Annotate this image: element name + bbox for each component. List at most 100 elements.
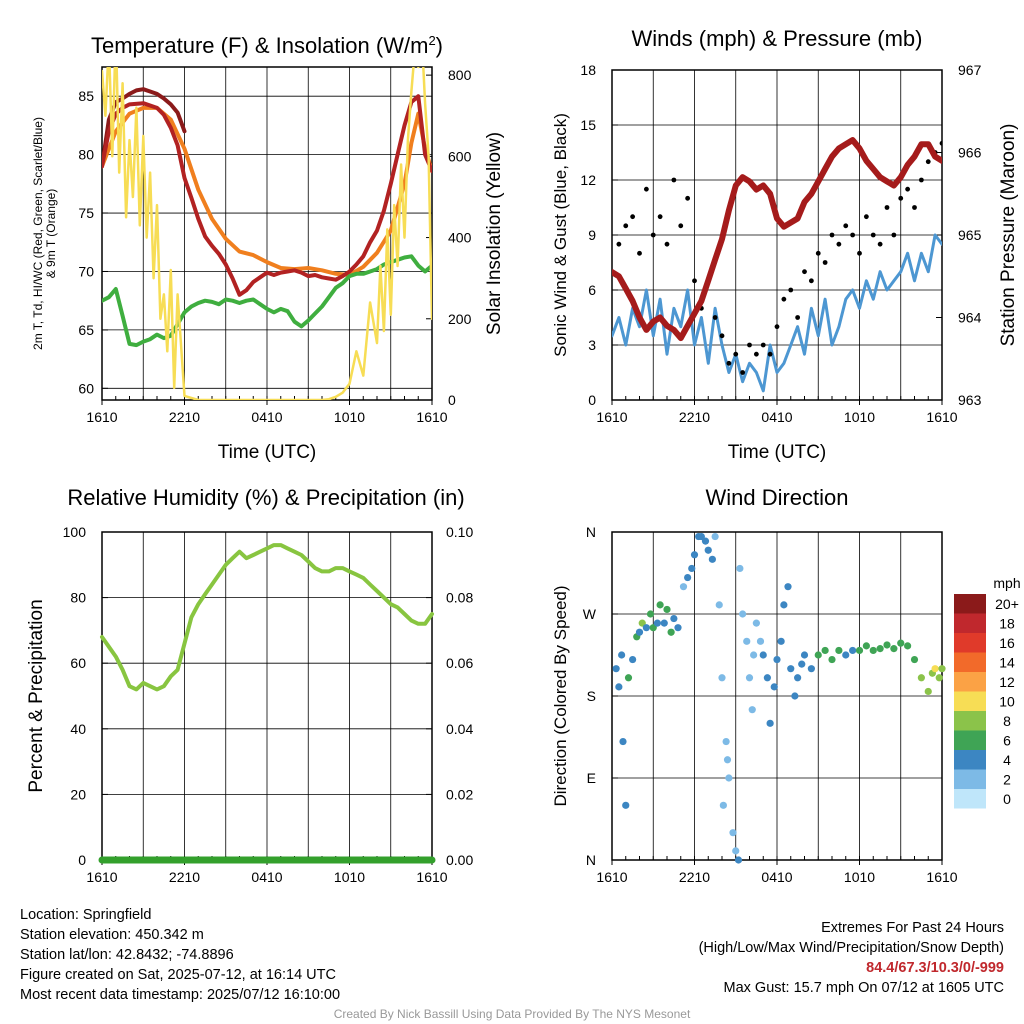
direction-point — [649, 624, 657, 632]
gust-point — [767, 351, 773, 357]
direction-point — [719, 801, 727, 809]
direction-point — [656, 601, 664, 609]
series-insolation — [102, 67, 432, 400]
direction-point — [622, 801, 630, 809]
gust-point — [678, 223, 684, 229]
latlon-text: Station lat/lon: 42.8432; -74.8896 — [20, 947, 234, 963]
y-tick-label: 80 — [70, 590, 86, 606]
y-axis-label: 2m T, Td, HI/WC (Red, Green, Scarlet/Blu… — [31, 117, 58, 350]
direction-point — [635, 628, 644, 636]
direction-point — [638, 619, 646, 627]
y2-tick-label: 200 — [448, 311, 472, 327]
gust-point — [788, 287, 794, 293]
gust-point — [884, 205, 890, 210]
direction-point — [917, 674, 925, 682]
chart-title: Wind Direction — [705, 485, 848, 510]
direction-point — [729, 829, 737, 837]
direction-point — [890, 645, 898, 653]
y2-axis-label: Solar Insolation (Yellow) — [484, 132, 505, 335]
gust-point — [905, 186, 911, 192]
temp-panel: 1610 2210 0410 1010 1610 Temperature (F) & In… — [31, 33, 505, 463]
colorbar-swatch — [954, 730, 986, 750]
x-tick-label: 1610 — [926, 409, 957, 425]
series-pressure — [612, 137, 942, 342]
direction-point — [732, 847, 740, 855]
station-info: Location: Springfield Station elevation:… — [20, 905, 340, 1005]
rh-series — [98, 543, 436, 864]
y-axis-label: Percent & Precipitation — [26, 599, 47, 792]
y-axis-label: Sonic Wind & Gust (Blue, Black) — [551, 113, 570, 357]
x-tick-label: 0410 — [761, 869, 792, 885]
gust-point — [802, 269, 807, 275]
gust-point — [740, 370, 746, 375]
y-axis-label-text: Sonic Wind & Gust (Blue, Black) — [551, 113, 570, 357]
x-tick-label: 0410 — [761, 409, 792, 425]
direction-point — [619, 737, 627, 746]
direction-point — [646, 610, 655, 618]
gust-point — [623, 223, 629, 229]
winds-series — [612, 137, 942, 393]
direction-point — [660, 619, 668, 627]
direction-point — [688, 564, 696, 573]
gust-point — [939, 140, 942, 146]
y-axis-label-line1: 2m T, Td, HI/WC (Red, Green, Scarlet/Blu… — [31, 117, 45, 350]
direction-point — [745, 674, 754, 682]
colorbar-label: 10 — [999, 694, 1015, 710]
x-tick-label: 1610 — [416, 409, 447, 425]
direction-point — [697, 532, 705, 541]
gust-point — [643, 186, 649, 192]
direction-point — [828, 655, 836, 664]
y-tick-label: 60 — [78, 380, 94, 396]
y2-tick-label: 800 — [448, 67, 472, 83]
gust-point — [870, 232, 876, 238]
title-close: ) — [436, 33, 443, 58]
direction-point — [849, 646, 857, 655]
gust-point — [857, 250, 862, 256]
y2-tick-label: 965 — [958, 227, 982, 243]
direction-point — [734, 856, 743, 864]
y-tick-label: 70 — [78, 263, 94, 279]
direction-point — [736, 564, 744, 573]
gust-point — [877, 241, 883, 247]
direction-point — [798, 660, 806, 668]
x-tick-label: 1610 — [926, 869, 957, 885]
y2-tick-label: 0.10 — [446, 524, 473, 540]
y-tick-label: 85 — [78, 88, 94, 104]
x-tick-label: 2210 — [169, 869, 200, 885]
y-tick-label: 40 — [70, 721, 86, 737]
direction-point — [684, 573, 692, 582]
y-axis-label-text: Direction (Colored By Speed) — [551, 585, 570, 806]
rh-panel: 1610 2210 0410 1010 1610 Relative Humidity (%… — [26, 485, 473, 885]
y-tick-label: S — [587, 688, 596, 704]
direction-point — [784, 583, 792, 591]
direction-point — [670, 614, 678, 623]
y2-tick-label: 966 — [958, 145, 982, 161]
direction-point — [777, 637, 785, 645]
direction-point — [711, 532, 719, 541]
direction-point — [883, 641, 891, 649]
direction-point — [612, 665, 620, 673]
recent-data-text: Most recent data timestamp: 2025/07/12 1… — [20, 987, 341, 1003]
x-tick-label: 2210 — [679, 409, 710, 425]
x-tick-label: 2210 — [169, 409, 200, 425]
chart-title: Temperature (F) & Insolation (W/m2) — [91, 33, 443, 58]
direction-point — [743, 637, 751, 645]
direction-point — [674, 624, 682, 632]
gust-point — [891, 232, 897, 238]
direction-point — [935, 674, 943, 682]
gust-point — [671, 177, 677, 183]
y2-tick-label: 0 — [448, 392, 456, 408]
gust-point — [795, 315, 801, 320]
y-tick-label: 100 — [63, 524, 87, 540]
direction-point — [759, 651, 767, 659]
direction-point — [807, 665, 815, 673]
direction-point — [904, 642, 912, 650]
direction-point — [752, 619, 760, 627]
chart-title: Relative Humidity (%) & Precipitation (i… — [67, 485, 464, 510]
direction-point — [615, 683, 623, 691]
gust-point — [925, 159, 931, 165]
y-axis-label-line2: & 9m T (Orange) — [44, 189, 58, 279]
elevation-text: Station elevation: 450.342 m — [20, 927, 204, 943]
gust-point — [843, 223, 849, 229]
